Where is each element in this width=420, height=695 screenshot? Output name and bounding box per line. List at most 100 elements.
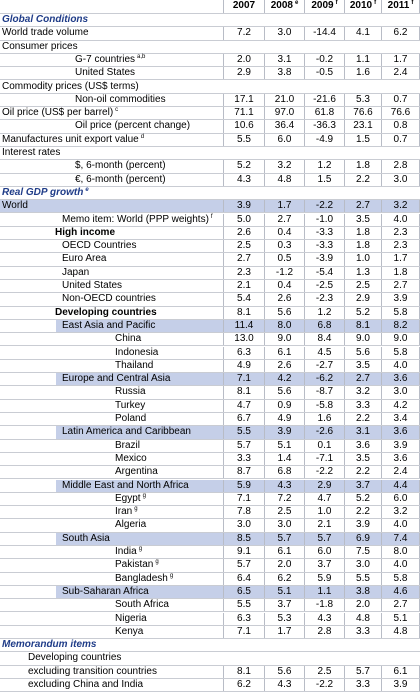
row-label: Real GDP growth — [2, 186, 84, 198]
value-cell: 2.5 — [265, 506, 305, 519]
row-label-cell: Kenya — [0, 625, 224, 639]
value-cell: 1.7 — [382, 53, 420, 67]
row-label-cell: Non-OECD countries — [0, 293, 224, 306]
header-cell — [0, 0, 224, 13]
value-cell: 6.9 — [345, 532, 382, 545]
value-cell: -14.4 — [305, 27, 345, 40]
value-cell: 23.1 — [345, 120, 382, 133]
value-cell: 2.2 — [345, 506, 382, 519]
value-cell: 7.1 — [224, 492, 265, 506]
value-cell: 4.3 — [265, 479, 305, 492]
value-cell: 5.5 — [224, 133, 265, 146]
value-cell: 4.2 — [382, 399, 420, 412]
value-cell: 6.1 — [265, 546, 305, 559]
row-label: Memo item: World (PPP weights) — [62, 213, 209, 225]
value-cell: -8.7 — [305, 386, 345, 399]
table-row: Europe and Central Asia 7.1 4.2 -6.2 2.7 3.6 — [0, 373, 420, 387]
value-cell: 0.9 — [265, 399, 305, 412]
column-header: 2007 — [224, 0, 265, 13]
row-label: Memorandum items — [2, 639, 97, 651]
row-label: United States — [75, 67, 136, 79]
value-cell: 3.2 — [382, 506, 420, 519]
row-label: Middle East and North Africa — [62, 479, 189, 491]
value-cell: 3.2 — [382, 200, 420, 213]
table-row: South Africa 5.5 3.7 -1.8 2.0 2.7 — [0, 599, 420, 613]
table-row: World 3.9 1.7 -2.2 2.7 3.2 — [0, 200, 420, 214]
value-cell: -2.2 — [305, 679, 345, 692]
row-label-cell: High income — [0, 226, 224, 240]
value-cell: 8.4 — [305, 333, 345, 346]
value-cell: 6.7 — [224, 413, 265, 426]
value-cell: 4.0 — [382, 559, 420, 572]
value-cell: 5.5 — [224, 599, 265, 612]
row-label: Developing countries — [55, 306, 157, 318]
value-cell: 3.5 — [345, 452, 382, 466]
row-label: Consumer prices — [2, 40, 78, 52]
table-row: Iran g 7.8 2.5 1.0 2.2 3.2 — [0, 506, 420, 520]
row-label: Russia — [115, 386, 146, 398]
value-cell: 5.6 — [265, 665, 305, 678]
value-cell: 4.0 — [382, 519, 420, 532]
value-cell: 21.0 — [265, 93, 305, 107]
section-row: Real GDP growth e — [0, 186, 420, 201]
row-label: South Africa — [115, 599, 169, 611]
row-label-cell: Memo item: World (PPP weights) f — [0, 213, 224, 226]
value-cell: 7.1 — [224, 373, 265, 386]
row-label: Europe and Central Asia — [62, 373, 171, 385]
value-cell: 5.7 — [224, 439, 265, 452]
value-cell: 0.5 — [265, 253, 305, 266]
value-cell: 1.7 — [265, 625, 305, 639]
column-year: 2007 — [232, 0, 256, 11]
table-row: G-7 countries a,b 2.0 3.1 -0.2 1.1 1.7 — [0, 53, 420, 68]
value-cell: 4.5 — [305, 346, 345, 359]
value-cell: 11.4 — [224, 319, 265, 333]
value-cell: -6.2 — [305, 373, 345, 386]
row-label-cell: Nigeria — [0, 612, 224, 625]
column-note: f — [374, 0, 377, 6]
table-row: Argentina 8.7 6.8 -2.2 2.2 2.4 — [0, 466, 420, 480]
table-row: United States 2.1 0.4 -2.5 2.5 2.7 — [0, 280, 420, 294]
value-cell: 1.2 — [305, 306, 345, 319]
table-row: Euro Area 2.7 0.5 -3.9 1.0 1.7 — [0, 253, 420, 267]
row-label-cell: United States — [0, 67, 224, 80]
row-label: Nigeria — [115, 612, 147, 624]
value-cell: 3.9 — [345, 519, 382, 532]
value-cell: 2.6 — [265, 293, 305, 306]
value-cell: 3.0 — [224, 519, 265, 532]
value-cell: 6.2 — [382, 27, 420, 40]
row-label-cell: Indonesia — [0, 346, 224, 359]
row-label-cell: OECD Countries — [0, 240, 224, 253]
table-row: excluding China and India 6.2 4.3 -2.2 3.3 3.… — [0, 679, 420, 693]
row-label-cell: Euro Area — [0, 253, 224, 266]
value-cell: 4.7 — [305, 492, 345, 506]
value-cell: 1.5 — [345, 133, 382, 146]
value-cell: 5.7 — [345, 665, 382, 678]
value-cell: 9.0 — [382, 333, 420, 346]
row-note: g — [134, 506, 138, 513]
value-cell: 1.6 — [305, 413, 345, 426]
value-cell: 9.0 — [345, 333, 382, 346]
value-cell: 0.8 — [382, 120, 420, 133]
value-cell: 4.8 — [382, 625, 420, 639]
row-note: a,b — [137, 53, 146, 60]
value-cell: 2.8 — [305, 625, 345, 639]
value-cell: -1.0 — [305, 213, 345, 226]
row-label: India — [115, 546, 137, 557]
table-row: Thailand 4.9 2.6 -2.7 3.5 4.0 — [0, 359, 420, 374]
value-cell: 3.7 — [345, 479, 382, 492]
row-note: g — [169, 572, 174, 579]
value-cell: 3.0 — [345, 559, 382, 572]
value-cell: 3.9 — [265, 426, 305, 439]
value-cell: 5.6 — [345, 346, 382, 359]
row-label: Sub-Saharan Africa — [62, 585, 149, 597]
value-cell: -3.3 — [305, 226, 345, 240]
value-cell: 1.0 — [345, 253, 382, 266]
row-label-cell: G-7 countries a,b — [0, 53, 224, 67]
value-cell: 3.0 — [382, 386, 420, 399]
table-row: Sub-Saharan Africa 6.5 5.1 1.1 3.8 4.6 — [0, 585, 420, 600]
row-label: Thailand — [115, 359, 154, 371]
value-cell: 4.8 — [265, 173, 305, 186]
column-note: e — [294, 0, 299, 6]
value-cell: 5.7 — [305, 532, 345, 545]
